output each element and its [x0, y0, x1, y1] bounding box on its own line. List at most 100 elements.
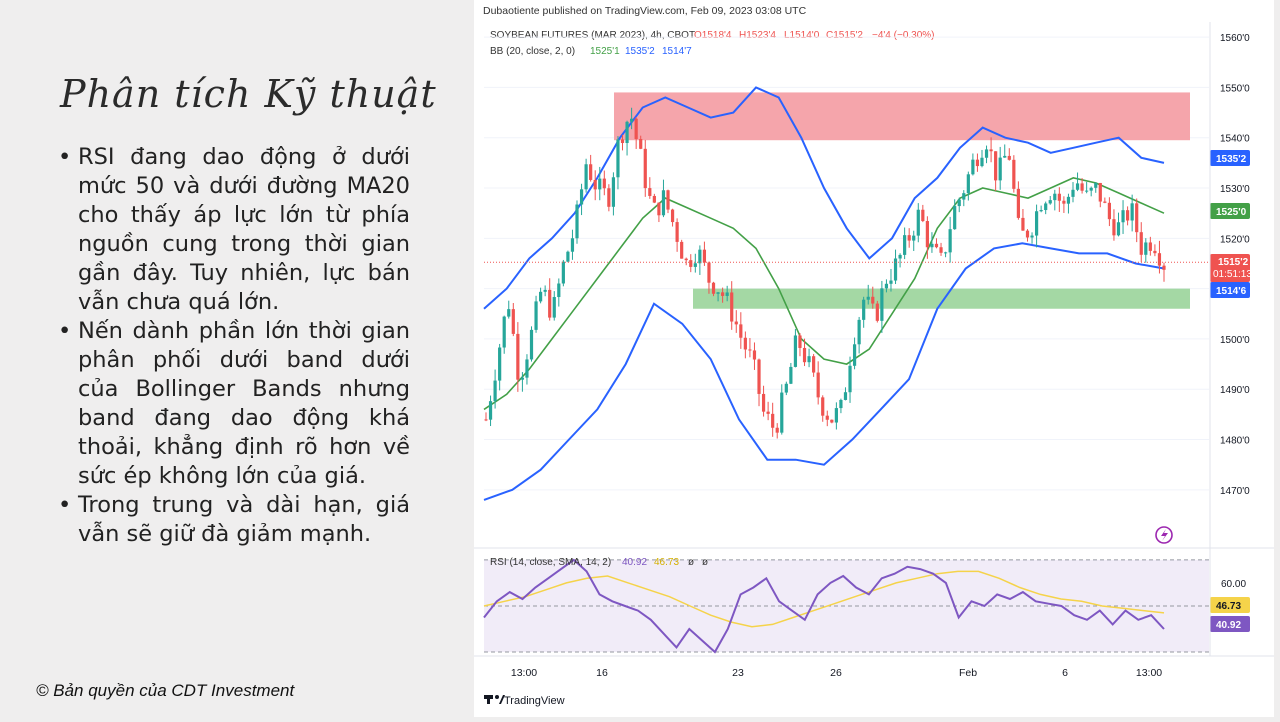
- price-tick-label: 1530'0: [1220, 184, 1250, 195]
- candle-body: [848, 365, 852, 393]
- candle-body: [1125, 210, 1130, 221]
- lower-band-tag-bg: [1210, 282, 1250, 298]
- rsi-tick-label: 60.00: [1221, 579, 1246, 590]
- bullet-item: RSI đang dao động ở dưới mức 50 và dưới …: [56, 143, 410, 317]
- candle-body: [689, 260, 693, 267]
- candle-body: [693, 263, 697, 267]
- candle-body: [1080, 183, 1084, 191]
- candle-body: [912, 235, 916, 241]
- candle-body: [1030, 235, 1034, 238]
- candle-body: [702, 249, 707, 263]
- candle-body: [784, 383, 788, 393]
- candle-body: [598, 178, 602, 190]
- time-tick-label: 26: [830, 667, 842, 679]
- candle-body: [957, 199, 961, 207]
- bullet-list: RSI đang dao động ở dưới mức 50 và dưới …: [56, 143, 410, 549]
- candle-body: [539, 291, 543, 302]
- bb-basis-line: [483, 177, 1165, 411]
- price-tick-label: 1520'0: [1220, 234, 1250, 245]
- candle-body: [943, 252, 948, 254]
- candle-body: [1053, 193, 1057, 201]
- rsi-legend-x: ø: [688, 557, 694, 568]
- candle-body: [907, 235, 911, 241]
- candle-body: [1089, 187, 1093, 191]
- lightning-icon[interactable]: [1155, 526, 1173, 544]
- rsi-ma-line: [483, 570, 1165, 628]
- candle-body: [798, 335, 802, 348]
- tradingview-logo-text: TradingView: [504, 695, 565, 707]
- candle-body: [639, 138, 643, 149]
- ohlc-low: L1514'0: [784, 30, 820, 41]
- candle-body: [511, 309, 515, 334]
- candle-body: [780, 392, 784, 433]
- candle-body: [889, 280, 893, 284]
- candle-body: [707, 262, 711, 283]
- candle-body: [1021, 217, 1025, 231]
- candle-body: [488, 401, 493, 420]
- candle-body: [893, 258, 898, 281]
- candle-body: [648, 188, 652, 196]
- candle-body: [807, 356, 811, 363]
- candle-body: [921, 209, 925, 222]
- rsi-legend: RSI (14, close, SMA, 14, 2): [490, 557, 611, 568]
- candle-body: [771, 413, 775, 428]
- candle-body: [484, 419, 488, 421]
- candle-body: [953, 206, 957, 230]
- candle-body: [570, 238, 575, 252]
- candle-body: [602, 178, 606, 189]
- candle-body: [666, 190, 670, 210]
- upper-band-tag: 1535'2: [1216, 154, 1247, 165]
- candle-body: [730, 292, 734, 322]
- price-tick-label: 1500'0: [1220, 335, 1250, 346]
- candle-body: [1157, 253, 1162, 266]
- slide-title: Phân tích Kỹ thuật: [60, 72, 437, 116]
- candle-body: [502, 316, 506, 348]
- candle-body: [739, 324, 743, 338]
- candle-body: [552, 297, 556, 318]
- candle-body: [930, 243, 934, 248]
- candle-body: [1075, 183, 1080, 190]
- bb-legend-upper: 1535'2: [625, 46, 655, 57]
- candle-body: [839, 399, 843, 409]
- candle-body: [962, 193, 966, 200]
- candle-body: [652, 195, 656, 203]
- ohlc-close: C1515'2: [826, 30, 863, 41]
- candle-body: [966, 174, 970, 194]
- candle-body: [1098, 182, 1102, 202]
- time-tick-label: 6: [1062, 667, 1068, 679]
- candle-body: [812, 356, 816, 373]
- ohlc-high: H1523'4: [739, 30, 776, 41]
- price-chart[interactable]: Dubaotiente published on TradingView.com…: [474, 0, 1274, 717]
- candle-body: [834, 408, 838, 423]
- price-tick-label: 1550'0: [1220, 83, 1250, 94]
- candle-body: [1016, 188, 1020, 218]
- axes: 1470'01480'01490'01500'01510'01520'01530…: [474, 22, 1274, 679]
- upper-band-tag-bg: [1210, 150, 1250, 166]
- candle-body: [680, 241, 684, 259]
- candle-body: [575, 204, 579, 239]
- candle-body: [748, 349, 752, 351]
- time-tick-label: Feb: [959, 667, 977, 679]
- price-tick-label: 1490'0: [1220, 385, 1250, 396]
- candle-body: [634, 118, 638, 139]
- candle-body: [939, 247, 943, 253]
- candle-body: [607, 188, 611, 207]
- candle-body: [520, 377, 525, 380]
- candle-body: [620, 139, 625, 144]
- candle-body: [862, 299, 866, 320]
- candle-body: [498, 347, 502, 381]
- candle-body: [1162, 265, 1166, 270]
- candle-body: [916, 209, 920, 236]
- candle-body: [1003, 155, 1007, 158]
- candle-body: [1025, 230, 1030, 238]
- candle-body: [984, 149, 989, 158]
- copyright-note: © Bản quyền của CDT Investment: [36, 681, 295, 700]
- candle-body: [1107, 202, 1111, 220]
- candle-body: [825, 415, 829, 420]
- price-tick-label: 1540'0: [1220, 134, 1250, 145]
- candle-body: [884, 283, 889, 289]
- time-tick-label: 16: [596, 667, 608, 679]
- candle-body: [670, 209, 675, 223]
- candle-body: [1039, 210, 1043, 212]
- candle-body: [1085, 190, 1089, 192]
